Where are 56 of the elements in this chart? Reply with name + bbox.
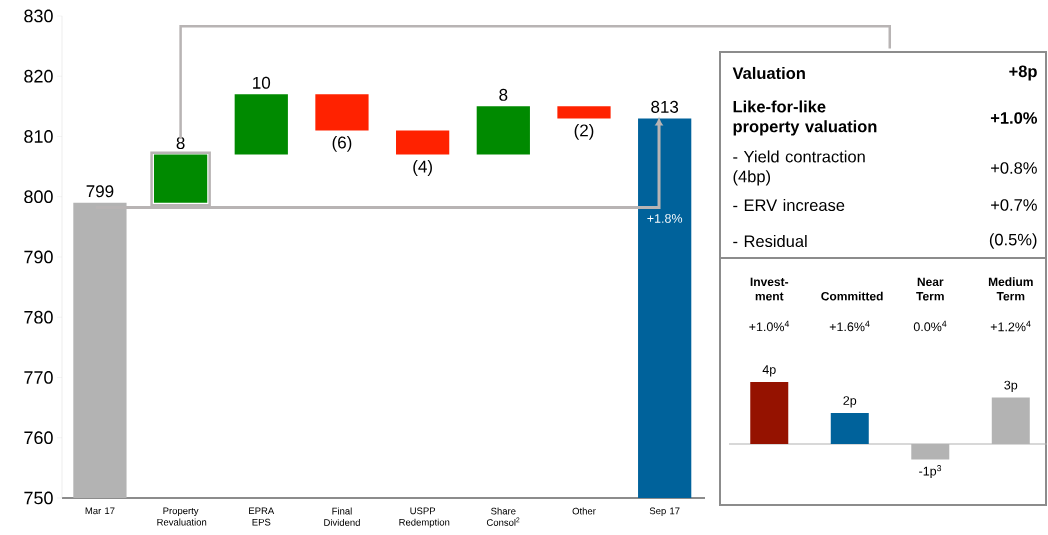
y-tick-label: 760 bbox=[24, 431, 53, 445]
text: Like-for-like property valuation bbox=[733, 100, 877, 136]
y-tick-label: 830 bbox=[24, 9, 53, 23]
x-tick-label: Property Revaluation bbox=[157, 507, 207, 526]
x-tick-label: USPP Redemption bbox=[399, 507, 450, 528]
data-label: 2p bbox=[843, 396, 857, 408]
x-tick-label: Final Dividend bbox=[324, 507, 360, 526]
text: +1.2%$^{4}$ bbox=[990, 320, 1031, 332]
bar bbox=[750, 381, 789, 444]
data-label: (6) bbox=[332, 135, 352, 152]
x-tick-label: Sep 17 bbox=[649, 507, 680, 517]
bar bbox=[830, 412, 869, 444]
text: +1.0%$^{4}$ bbox=[749, 320, 790, 332]
text: - Yield contraction (4bp) bbox=[733, 150, 865, 186]
data-label: (4) bbox=[413, 160, 432, 176]
x-tick-label: Share Consol$^{2}$ bbox=[486, 507, 520, 526]
data-label: 8 bbox=[499, 88, 508, 101]
x-tick-label: Near Term bbox=[916, 277, 944, 301]
bar bbox=[234, 94, 288, 155]
annotation: +1.8% bbox=[647, 214, 683, 223]
y-tick-label: 790 bbox=[24, 250, 53, 264]
y-tick-label: 810 bbox=[24, 130, 53, 143]
data-label: 4p bbox=[762, 365, 776, 377]
data-label: 8 bbox=[176, 137, 185, 150]
text: - Residual bbox=[733, 234, 807, 248]
x-tick-label: Medium Term bbox=[988, 277, 1033, 301]
data-label: 799 bbox=[86, 185, 114, 198]
data-label: -1p$^{3}$ bbox=[919, 465, 942, 479]
x-tick-label: Committed bbox=[821, 291, 883, 301]
y-tick-label: 770 bbox=[24, 371, 53, 384]
bar bbox=[557, 106, 611, 119]
data-label: 813 bbox=[651, 100, 679, 113]
text: +0.7% bbox=[991, 199, 1037, 211]
bar bbox=[315, 94, 369, 131]
text: (0.5%) bbox=[989, 233, 1037, 249]
text: +1.6%$^{4}$ bbox=[829, 320, 870, 332]
y-tick-label: 780 bbox=[24, 310, 53, 324]
text: +8p bbox=[1009, 65, 1037, 81]
data-label: 3p bbox=[1004, 380, 1018, 392]
bar bbox=[476, 106, 530, 155]
y-tick-label: 800 bbox=[24, 190, 53, 204]
text: Valuation bbox=[732, 66, 805, 80]
data-label: 10 bbox=[253, 76, 271, 89]
x-tick-label: EPRA EPS bbox=[249, 507, 275, 526]
y-tick-label: 750 bbox=[24, 491, 53, 505]
x-tick-label: Mar 17 bbox=[85, 507, 115, 515]
y-tick-label: 820 bbox=[24, 69, 53, 83]
x-tick-label: Invest-ment bbox=[750, 277, 789, 301]
data-label: (2) bbox=[574, 123, 594, 140]
text: 0.0%$^{4}$ bbox=[913, 320, 947, 332]
bar bbox=[396, 130, 450, 155]
text: +1.0% bbox=[990, 112, 1038, 124]
bar bbox=[638, 118, 692, 498]
x-tick-label: Other bbox=[572, 507, 596, 515]
text: +0.8% bbox=[991, 162, 1037, 174]
text: - ERV increase bbox=[733, 198, 845, 212]
